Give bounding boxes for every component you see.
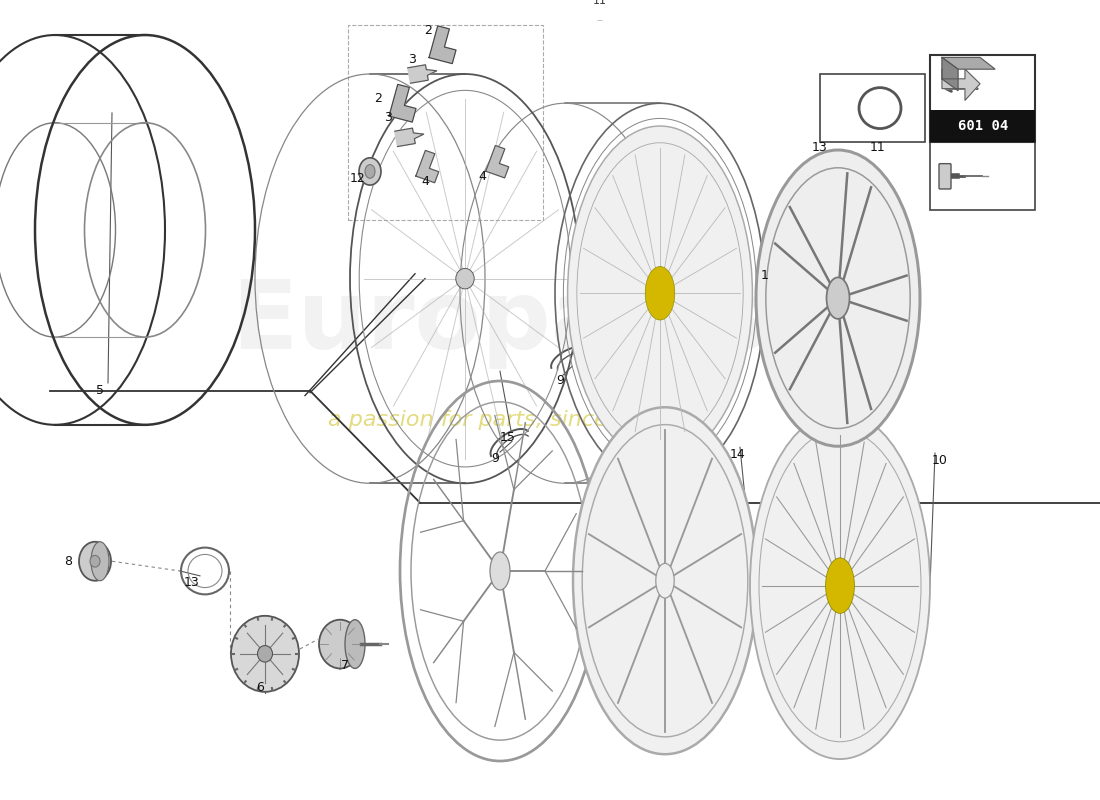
Text: a passion for parts, since 1982: a passion for parts, since 1982 — [328, 410, 672, 430]
Text: 3: 3 — [408, 53, 416, 66]
Ellipse shape — [826, 558, 855, 614]
FancyBboxPatch shape — [930, 110, 1035, 142]
Ellipse shape — [345, 620, 365, 669]
Text: 9: 9 — [557, 374, 564, 387]
Polygon shape — [486, 146, 508, 178]
Text: 13: 13 — [812, 141, 828, 154]
Polygon shape — [395, 128, 424, 146]
Text: 14: 14 — [730, 447, 746, 461]
Polygon shape — [429, 26, 456, 64]
Text: 11: 11 — [593, 0, 607, 6]
FancyBboxPatch shape — [939, 164, 952, 189]
Text: 7: 7 — [341, 659, 349, 672]
Text: 2: 2 — [374, 92, 382, 105]
Text: 10: 10 — [932, 454, 948, 467]
Text: 9: 9 — [491, 453, 499, 466]
Text: 1: 1 — [761, 270, 769, 282]
Ellipse shape — [319, 620, 361, 669]
Text: 3: 3 — [384, 111, 392, 124]
Text: 15: 15 — [500, 431, 516, 444]
Ellipse shape — [651, 284, 669, 302]
Text: 4: 4 — [421, 174, 429, 188]
Ellipse shape — [359, 158, 381, 185]
Text: 12: 12 — [350, 172, 366, 185]
Ellipse shape — [91, 542, 109, 581]
Text: 2: 2 — [425, 24, 432, 37]
Ellipse shape — [646, 266, 674, 320]
Polygon shape — [389, 84, 416, 122]
Ellipse shape — [568, 126, 752, 461]
Ellipse shape — [826, 278, 849, 319]
FancyBboxPatch shape — [930, 142, 1035, 210]
Ellipse shape — [231, 616, 299, 692]
Polygon shape — [942, 58, 996, 69]
Text: 601 04: 601 04 — [958, 118, 1008, 133]
Ellipse shape — [455, 269, 474, 289]
Text: 13: 13 — [184, 576, 200, 589]
Ellipse shape — [490, 552, 510, 590]
Ellipse shape — [79, 542, 111, 581]
Polygon shape — [942, 69, 980, 100]
Polygon shape — [416, 150, 439, 182]
Text: 4: 4 — [478, 170, 486, 183]
Ellipse shape — [656, 563, 674, 598]
FancyBboxPatch shape — [930, 54, 1035, 142]
Ellipse shape — [90, 555, 100, 567]
Text: 5: 5 — [96, 384, 104, 398]
Ellipse shape — [756, 150, 920, 446]
Ellipse shape — [365, 165, 375, 178]
FancyBboxPatch shape — [820, 74, 925, 142]
Text: 11: 11 — [870, 141, 886, 154]
Polygon shape — [942, 58, 958, 90]
Text: Europarts: Europarts — [231, 276, 769, 369]
Ellipse shape — [750, 412, 930, 759]
Ellipse shape — [573, 407, 757, 754]
Text: 8: 8 — [64, 554, 72, 568]
Text: 6: 6 — [256, 682, 264, 694]
Polygon shape — [408, 65, 437, 83]
Ellipse shape — [257, 646, 273, 662]
